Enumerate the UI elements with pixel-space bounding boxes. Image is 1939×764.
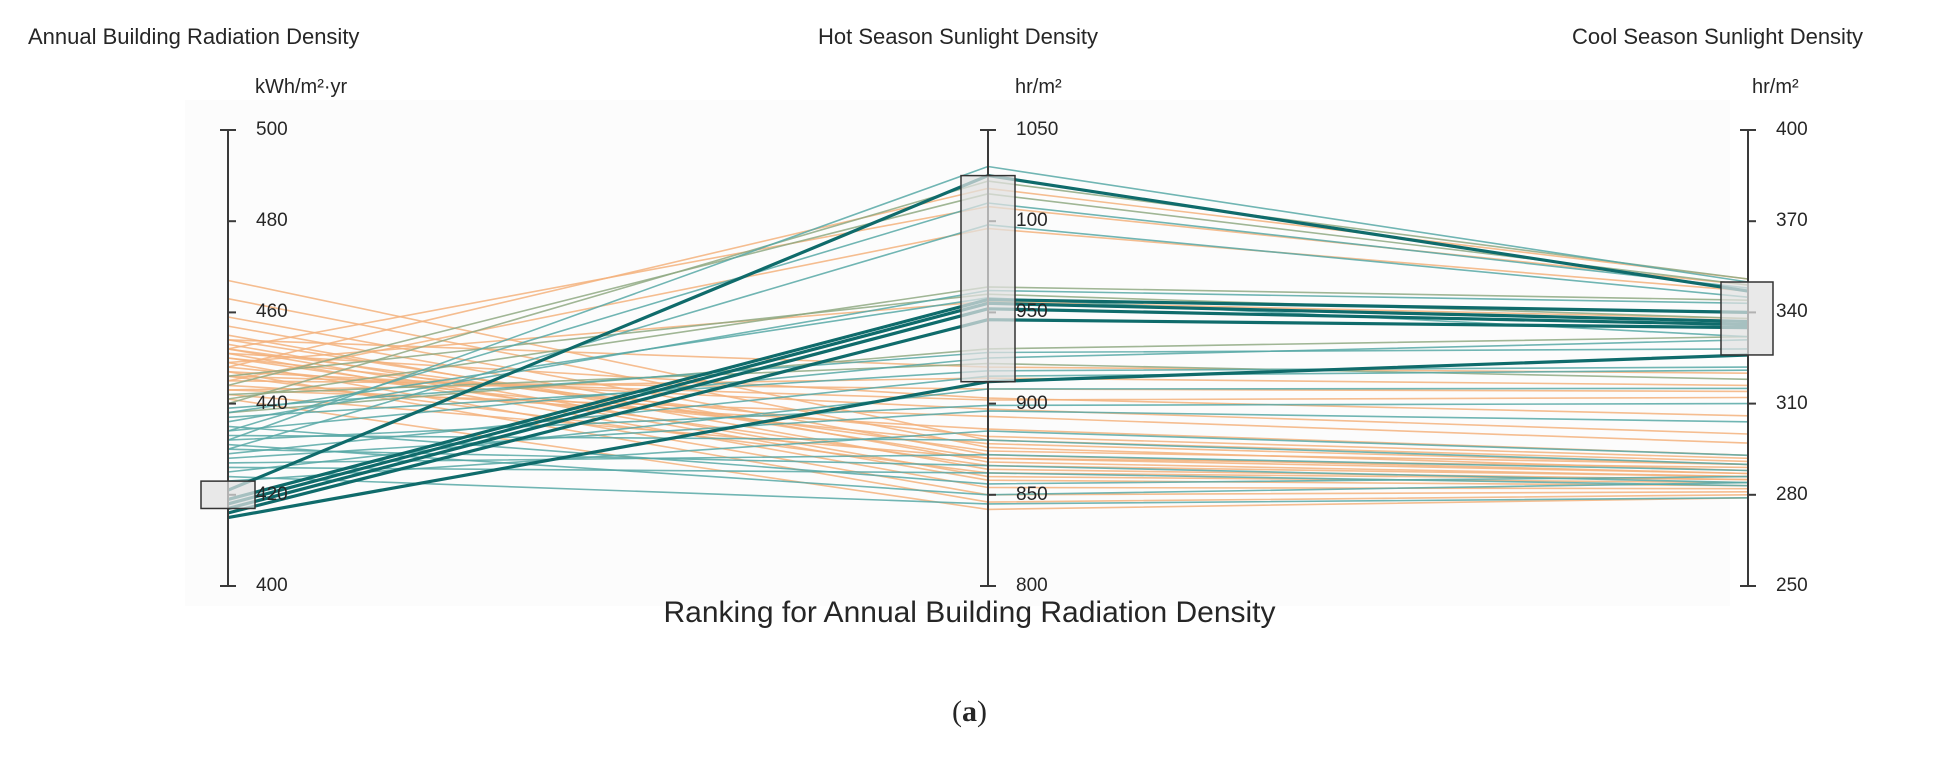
chart-title: Ranking for Annual Building Radiation De… <box>663 596 1276 629</box>
tick-label-axis1-4: 850 <box>1016 483 1048 505</box>
caption-close: ) <box>977 695 987 728</box>
figure-caption: (a) <box>0 695 1939 729</box>
tick-label-axis0-3: 440 <box>256 392 288 414</box>
axis-brush-1[interactable] <box>960 174 1016 383</box>
tick-label-axis1-3: 900 <box>1016 392 1048 414</box>
tick-label-axis0-4: 420 <box>256 483 288 505</box>
axis-brush-0[interactable] <box>200 480 256 510</box>
axis-title-cool-season: Cool Season Sunlight Density <box>1572 24 1864 49</box>
tick-label-axis1-2: 950 <box>1016 301 1048 323</box>
tick-label-axis0-1: 480 <box>256 210 288 232</box>
tick-label-axis2-3: 310 <box>1776 392 1808 414</box>
axis-unit-hot-season: hr/m² <box>1015 76 1062 98</box>
tick-label-axis0-2: 460 <box>256 301 288 323</box>
tick-label-axis2-5: 250 <box>1776 575 1808 596</box>
axis-brush-2[interactable] <box>1720 281 1774 356</box>
tick-label-axis2-0: 400 <box>1776 119 1808 140</box>
tick-label-axis0-5: 400 <box>256 575 288 596</box>
tick-label-axis1-5: 800 <box>1016 575 1048 596</box>
axis-title-hot-season: Hot Season Sunlight Density <box>818 24 1099 49</box>
tick-label-axis2-2: 340 <box>1776 301 1808 323</box>
tick-label-axis1-1: 100 <box>1016 210 1048 232</box>
tick-label-axis1-0: 1050 <box>1016 119 1059 140</box>
tick-label-axis2-1: 370 <box>1776 210 1808 232</box>
caption-letter: a <box>962 695 977 728</box>
axis-unit-annual-radiation: kWh/m²·yr <box>255 76 348 98</box>
caption-open: ( <box>952 695 962 728</box>
axis-title-annual-radiation: Annual Building Radiation Density <box>28 24 360 49</box>
tick-label-axis2-4: 280 <box>1776 483 1808 505</box>
brushes-group <box>200 174 1774 510</box>
axis-unit-cool-season: hr/m² <box>1752 76 1799 98</box>
plot-background <box>185 100 1730 606</box>
tick-label-axis0-0: 500 <box>256 119 288 140</box>
